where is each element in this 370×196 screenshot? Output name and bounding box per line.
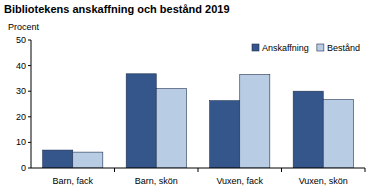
bars [43,74,354,168]
bar [240,75,270,168]
category-separator [281,168,282,172]
x-tick-label: Barn, skön [135,176,178,186]
bar [210,101,240,168]
legend-label: Bestånd [327,43,360,53]
title: Bibliotekens anskaffning och bestånd 201… [4,3,230,15]
bar [73,152,103,168]
y-tick-label: 0 [21,163,26,173]
x-tick-label: Vuxen, fack [216,176,263,186]
y-axis [31,40,32,168]
y-tick-label: 30 [16,86,26,96]
y-tick-label: 20 [16,112,26,122]
y-tick-label: 50 [16,35,26,45]
category-separator [198,168,199,172]
y-tick-label: 40 [16,61,26,71]
legend-swatch [252,44,259,51]
chart: Bibliotekens anskaffning och bestånd 201… [0,0,370,196]
legend-swatch [317,44,324,51]
bar [323,100,353,168]
x-axis [31,168,365,169]
bar [126,74,156,168]
x-tick-label: Barn, fack [52,176,93,186]
category-separator [365,168,366,172]
category-separator [114,168,115,172]
bar [156,89,186,168]
y-axis-label: Procent [8,22,40,32]
legend-label: Anskaffning [262,43,309,53]
bar [43,150,73,168]
bar [293,91,323,168]
y-tick-label: 10 [16,137,26,147]
x-tick-label: Vuxen, skön [299,176,348,186]
